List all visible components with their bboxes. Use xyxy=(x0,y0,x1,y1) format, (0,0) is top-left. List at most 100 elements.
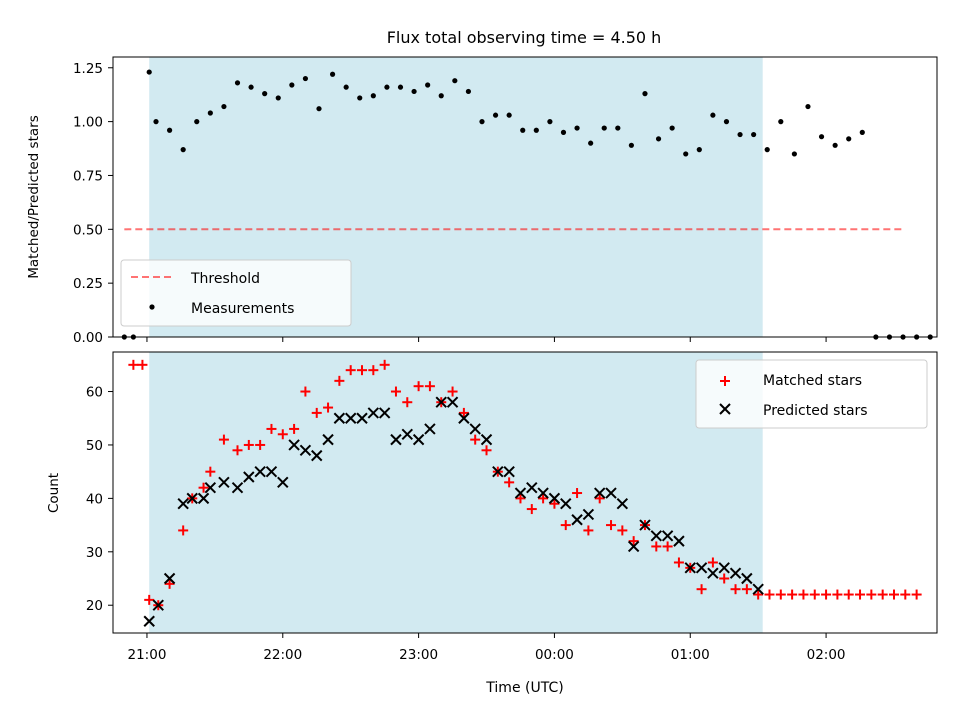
matched-star-point xyxy=(255,439,266,450)
top-y-ticks: 0.00 0.25 0.50 0.75 1.00 1.25 xyxy=(73,61,113,346)
matched-star-point xyxy=(843,589,854,600)
predicted-star-point xyxy=(571,514,583,526)
predicted-star-point xyxy=(684,562,696,574)
measurement-point xyxy=(302,75,309,82)
predicted-star-point xyxy=(741,572,753,585)
top-panel: 0.00 0.25 0.50 0.75 1.00 1.25 Matched/Predict… xyxy=(26,56,938,346)
measurement-point xyxy=(547,119,553,125)
predicted-star-point xyxy=(469,423,481,435)
predicted-star-point xyxy=(277,476,289,489)
x-tick-label: 01:00 xyxy=(671,647,710,663)
predicted-star-point xyxy=(593,487,606,499)
measurement-point xyxy=(234,80,241,86)
measurement-point xyxy=(492,112,499,118)
measurement-point xyxy=(275,95,281,101)
bottom-x-ticks: 21:00 22:00 23:00 00:00 01:00 02:00 xyxy=(128,633,846,663)
matched-star-point xyxy=(594,493,605,504)
matched-star-point xyxy=(775,589,786,600)
measurement-point xyxy=(696,147,702,153)
matched-star-point xyxy=(606,520,617,531)
measurement-point xyxy=(479,119,485,125)
matched-star-point xyxy=(866,589,877,600)
matched-star-point xyxy=(696,584,707,595)
matched-star-point xyxy=(787,589,798,600)
bottom-y-ticks: 20 30 40 50 60 xyxy=(86,385,113,614)
matched-star-point xyxy=(526,504,537,515)
measurement-point xyxy=(859,129,865,135)
bottom-legend: Matched stars Predicted stars xyxy=(695,359,928,429)
y-tick-label: 1.00 xyxy=(73,115,103,131)
matched-star-point xyxy=(651,541,662,552)
top-y-axis-label: Matched/Predicted stars xyxy=(26,115,42,278)
matched-star-point xyxy=(390,386,401,397)
measurement-point xyxy=(194,119,200,125)
matched-star-point xyxy=(144,594,155,605)
measurement-point xyxy=(465,88,472,95)
measurement-point xyxy=(411,88,417,95)
predicted-star-point xyxy=(401,428,413,440)
matched-star-point xyxy=(662,541,673,552)
matched-star-point xyxy=(128,359,139,370)
matched-star-point xyxy=(673,557,684,568)
legend-matched-swatch xyxy=(720,376,730,386)
legend-matched-label: Matched stars xyxy=(763,373,862,389)
measurement-point xyxy=(655,136,662,142)
matched-star-point xyxy=(572,488,583,499)
top-plot-frame xyxy=(112,56,938,338)
matched-star-point xyxy=(289,423,300,434)
predicted-star-point xyxy=(344,412,357,424)
matched-star-point xyxy=(719,573,730,584)
predicted-star-point xyxy=(627,540,640,553)
predicted-star-point xyxy=(424,423,436,435)
y-tick-label: 30 xyxy=(86,545,103,561)
top-legend: Threshold Measurements xyxy=(120,259,352,327)
measurement-point xyxy=(778,119,784,125)
matched-star-point xyxy=(481,445,492,456)
measurement-point xyxy=(751,131,757,138)
matched-star-point xyxy=(334,375,345,386)
predicted-star-point xyxy=(582,508,595,521)
figure-title: Flux total observing time = 4.50 h xyxy=(387,28,662,47)
predicted-star-point xyxy=(367,407,380,419)
predicted-star-point xyxy=(152,599,164,611)
predicted-star-point xyxy=(311,449,323,462)
measurement-point xyxy=(506,112,512,118)
measurement-point xyxy=(805,103,811,110)
measurement-point xyxy=(601,125,607,131)
matched-star-point xyxy=(538,493,549,504)
matched-star-point xyxy=(218,434,229,445)
predicted-star-point xyxy=(560,498,572,510)
y-tick-label: 0.25 xyxy=(73,276,103,292)
predicted-star-point xyxy=(718,562,730,574)
matched-star-point xyxy=(832,589,843,600)
measurement-point xyxy=(221,103,227,110)
predicted-star-point xyxy=(177,498,189,510)
matched-star-point xyxy=(821,589,832,600)
x-tick-label: 21:00 xyxy=(128,647,167,663)
matched-star-point xyxy=(277,429,288,440)
measurement-point xyxy=(642,91,648,97)
y-tick-label: 0.50 xyxy=(73,222,103,238)
predicted-star-point xyxy=(537,487,549,499)
measurement-point xyxy=(357,95,363,101)
matched-star-point xyxy=(798,589,809,600)
predicted-star-point xyxy=(492,465,504,478)
measurement-point xyxy=(146,69,152,75)
y-tick-label: 1.25 xyxy=(73,61,103,77)
predicted-star-point xyxy=(729,567,742,579)
matched-star-point xyxy=(379,359,390,370)
matched-star-point xyxy=(504,477,515,488)
predicted-star-point xyxy=(356,412,368,424)
measurement-point xyxy=(452,78,458,84)
x-tick-label: 23:00 xyxy=(399,647,438,663)
matched-star-point xyxy=(413,381,424,392)
matched-star-point xyxy=(311,407,322,418)
measurement-point xyxy=(764,147,770,153)
y-tick-label: 20 xyxy=(86,598,103,614)
predicted-star-point xyxy=(186,492,198,505)
measurement-point xyxy=(397,84,404,90)
predicted-star-point xyxy=(650,530,663,542)
measurement-point xyxy=(588,140,594,146)
predicted-star-point xyxy=(322,433,334,446)
